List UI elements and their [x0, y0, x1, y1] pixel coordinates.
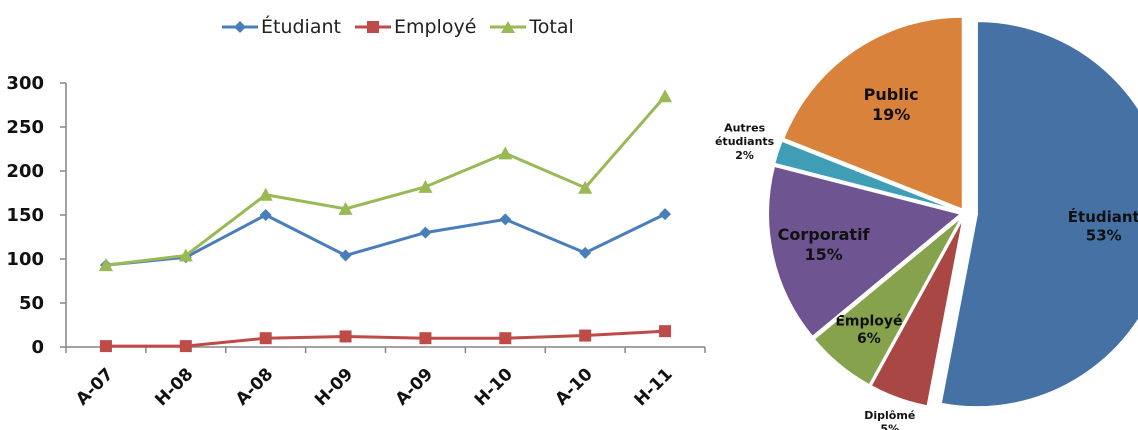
- data-point-total: [578, 180, 593, 194]
- pie-value-employe: 6%: [857, 331, 881, 347]
- series-line-employe: [105, 329, 666, 348]
- pie-slice-diplome: [869, 216, 965, 408]
- data-point-total: [658, 89, 673, 103]
- pie-slice-employe: [812, 215, 964, 387]
- series-employe: [99, 325, 672, 353]
- pie-slice-public: [782, 15, 964, 212]
- x-tick-label: H-09: [311, 364, 357, 410]
- data-point-etudiant: [259, 209, 272, 221]
- legend-marker-employe: [354, 21, 391, 33]
- data-point-total: [178, 248, 193, 262]
- y-tick-label: 0: [31, 337, 44, 358]
- data-point-employe: [339, 330, 352, 343]
- pie-slice-etudiant: [939, 20, 1138, 409]
- pie-label-autres-etudiants: Autres: [724, 121, 765, 134]
- data-point-etudiant: [339, 249, 352, 262]
- data-point-etudiant: [419, 226, 432, 239]
- y-tick-label: 300: [6, 73, 44, 94]
- data-point-total: [338, 201, 353, 215]
- data-point-total: [258, 187, 273, 201]
- series-total: [98, 89, 673, 272]
- legend-label-total: Total: [529, 16, 574, 38]
- data-point-employe: [659, 325, 672, 338]
- y-tick-label: 250: [6, 117, 44, 138]
- pie-value-etudiant: 53%: [1086, 227, 1122, 245]
- line-chart-legend: Étudiant Employé Total: [222, 16, 574, 38]
- pie-value-autres-etudiants: 2%: [735, 149, 754, 162]
- data-point-etudiant: [579, 246, 592, 259]
- legend-item-etudiant: Étudiant: [222, 16, 341, 38]
- series-line-etudiant: [105, 212, 666, 267]
- x-tick-label: A-09: [392, 364, 437, 409]
- x-tick-label: H-08: [151, 364, 197, 410]
- legend-marker-total: [490, 21, 527, 33]
- pie-slice-corporatif: [767, 164, 964, 339]
- pie-value-corporatif: 15%: [804, 245, 842, 264]
- y-tick-label: 50: [19, 293, 44, 314]
- data-point-employe: [259, 332, 272, 345]
- legend-item-total: Total: [490, 16, 574, 38]
- y-tick-label: 100: [6, 249, 44, 270]
- series-line-total: [105, 95, 667, 267]
- data-point-employe: [179, 340, 192, 353]
- data-point-employe: [419, 332, 432, 345]
- y-tick-label: 200: [6, 161, 44, 182]
- legend-item-employe: Employé: [354, 16, 477, 38]
- pie-slice-autres-etudiants: [773, 139, 962, 213]
- pie-label-diplome: Diplômé: [864, 409, 915, 422]
- x-tick-label: H-11: [631, 364, 677, 410]
- data-point-employe: [499, 332, 512, 345]
- series-etudiant: [99, 208, 672, 272]
- data-point-employe: [99, 340, 112, 353]
- data-point-total: [498, 146, 513, 160]
- x-tick-label: A-07: [72, 364, 117, 409]
- pie-value-public: 19%: [872, 105, 910, 124]
- legend-label-employe: Employé: [393, 16, 477, 38]
- x-tick-label: H-10: [471, 364, 517, 410]
- pie-value-diplome: 5%: [880, 423, 899, 430]
- pie-label-etudiant: Étudiant: [1068, 207, 1138, 226]
- data-point-total: [98, 258, 113, 272]
- line-chart: 0 50 100 150 200 250 300 A-07 H-08 A-08 H-09 A-09 H-…: [6, 73, 706, 410]
- x-tick-label: A-08: [232, 364, 277, 409]
- legend-marker-etudiant: [222, 21, 258, 33]
- data-point-etudiant: [659, 208, 672, 221]
- data-point-total: [418, 179, 433, 193]
- pie-label-employe: Employé: [835, 313, 902, 329]
- pie-chart: Étudiant53%Diplômé5%Employé6%Corporatif1…: [715, 15, 1138, 430]
- data-point-etudiant: [499, 213, 512, 226]
- legend-label-etudiant: Étudiant: [261, 16, 341, 38]
- data-point-employe: [579, 329, 592, 342]
- pie-label-autres-etudiants: étudiants: [715, 135, 775, 148]
- pie-label-corporatif: Corporatif: [778, 225, 871, 244]
- x-tick-label: A-10: [552, 364, 597, 409]
- pie-label-public: Public: [864, 85, 919, 104]
- y-tick-label: 150: [6, 205, 44, 226]
